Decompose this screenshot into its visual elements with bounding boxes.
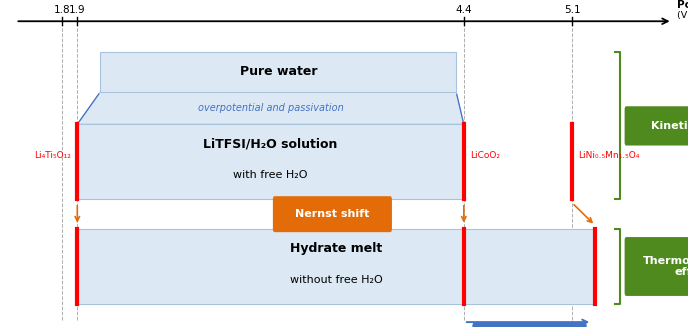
Text: LiCoO₂: LiCoO₂ [470, 151, 500, 160]
Text: 5.1: 5.1 [563, 5, 581, 15]
FancyBboxPatch shape [77, 124, 464, 199]
Text: with free H₂O: with free H₂O [233, 170, 308, 180]
Text: LiNi₀.₅Mn₁.₅O₄: LiNi₀.₅Mn₁.₅O₄ [578, 151, 640, 160]
Text: Kinetic effect: Kinetic effect [652, 121, 688, 131]
Polygon shape [77, 92, 464, 124]
FancyBboxPatch shape [100, 52, 456, 92]
Text: overpotential and passivation: overpotential and passivation [197, 103, 343, 113]
Text: Nernst shift: Nernst shift [295, 209, 369, 219]
FancyBboxPatch shape [625, 106, 688, 146]
Text: Pure water: Pure water [239, 65, 317, 78]
FancyBboxPatch shape [273, 196, 392, 232]
FancyBboxPatch shape [625, 237, 688, 296]
Text: Thermodynamic
effect: Thermodynamic effect [643, 256, 688, 277]
Text: without free H₂O: without free H₂O [290, 275, 383, 284]
Text: 4.4: 4.4 [455, 5, 472, 15]
Text: (V vs. Li⁺/Li (std.)): (V vs. Li⁺/Li (std.)) [677, 10, 688, 20]
Text: 1.8: 1.8 [54, 5, 70, 15]
FancyBboxPatch shape [77, 229, 595, 304]
Text: Potential: Potential [677, 0, 688, 10]
Text: LiTFSI/H₂O solution: LiTFSI/H₂O solution [204, 137, 338, 150]
Text: 1.9: 1.9 [69, 5, 85, 15]
FancyBboxPatch shape [473, 323, 587, 327]
Text: Hydrate melt: Hydrate melt [290, 242, 383, 255]
Text: Li₄Ti₅O₁₂: Li₄Ti₅O₁₂ [34, 151, 71, 160]
